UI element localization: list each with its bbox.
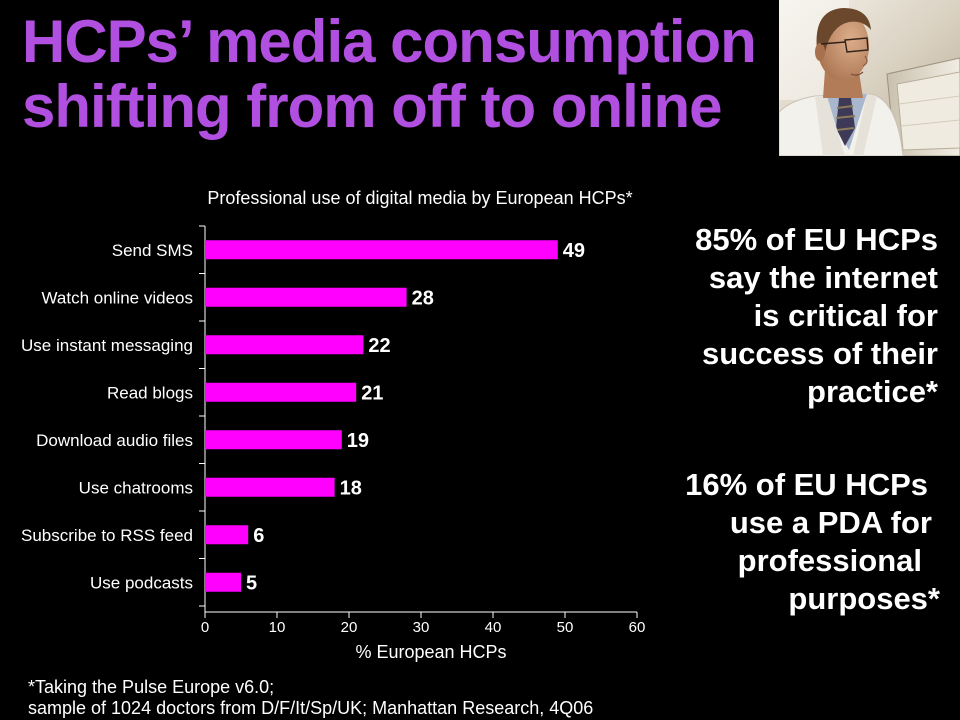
stat-internet-critical: 85% of EU HCPs say the internet is criti… — [695, 221, 938, 411]
stat-line: say the internet — [708, 260, 938, 295]
bar-send-sms — [205, 240, 558, 260]
stat-line: practice* — [807, 374, 938, 409]
bar-watch-online-videos — [205, 287, 407, 307]
bar-subscribe-to-rss-feed — [205, 525, 249, 545]
glasses — [844, 37, 869, 53]
category-label-use-podcasts: Use podcasts — [90, 573, 193, 592]
stat-line: 16% of EU HCPs — [685, 467, 928, 502]
x-axis-label: % European HCPs — [355, 642, 506, 662]
stat-line: use a PDA for — [729, 505, 932, 540]
ear — [815, 43, 825, 61]
value-label-watch-online-videos: 28 — [412, 287, 434, 309]
category-label-use-instant-messaging: Use instant messaging — [21, 336, 193, 355]
bar-use-instant-messaging — [205, 335, 364, 355]
category-label-send-sms: Send SMS — [112, 241, 193, 260]
category-label-subscribe-to-rss-feed: Subscribe to RSS feed — [21, 526, 193, 545]
chart-axes: 0 10 20 30 40 50 60 — [199, 225, 646, 636]
monitor — [886, 57, 960, 156]
value-label-send-sms: 49 — [563, 240, 585, 262]
doctor-figure — [779, 8, 904, 156]
source-footnote: *Taking the Pulse Europe v6.0; sample of… — [28, 677, 593, 719]
x-tick-label: 0 — [201, 619, 209, 636]
doctor-photo — [779, 0, 960, 156]
bar-use-podcasts — [205, 572, 241, 592]
stat-line: is critical for — [753, 298, 938, 333]
title-line-1: HCPs’ media consumption — [22, 8, 757, 75]
bar-chart: Professional use of digital media by Eur… — [21, 188, 646, 662]
value-label-use-instant-messaging: 22 — [368, 335, 390, 357]
footnote-line: sample of 1024 doctors from D/F/It/Sp/UK… — [28, 698, 594, 718]
coat-lapel-right — [853, 94, 877, 156]
slide-title: HCPs’ media consumption shifting from of… — [22, 9, 774, 139]
value-label-subscribe-to-rss-feed: 6 — [253, 525, 264, 547]
category-label-read-blogs: Read blogs — [107, 383, 193, 402]
x-tick-label: 20 — [341, 619, 358, 636]
footnote-line: *Taking the Pulse Europe v6.0; — [28, 677, 275, 697]
coat-lapel-left — [815, 96, 845, 156]
title-line-2: shifting from off to online — [22, 73, 723, 140]
x-tick-label: 50 — [557, 619, 574, 636]
x-tick-label: 40 — [485, 619, 502, 636]
stat-line: purposes* — [788, 581, 940, 616]
value-label-read-blogs: 21 — [361, 382, 383, 404]
stat-line: success of their — [701, 336, 938, 371]
value-label-use-chatrooms: 18 — [340, 477, 362, 499]
value-label-download-audio-files: 19 — [347, 430, 369, 452]
x-tick-label: 10 — [269, 619, 286, 636]
category-label-watch-online-videos: Watch online videos — [41, 288, 193, 307]
bar-read-blogs — [205, 382, 357, 402]
x-tick-label: 30 — [413, 619, 430, 636]
chart-title: Professional use of digital media by Eur… — [207, 188, 632, 208]
category-label-use-chatrooms: Use chatrooms — [79, 478, 193, 497]
category-label-download-audio-files: Download audio files — [36, 431, 193, 450]
stat-line: professional — [737, 543, 922, 578]
bar-use-chatrooms — [205, 477, 335, 497]
bar-download-audio-files — [205, 430, 342, 450]
tie — [836, 98, 855, 146]
bar-series: Send SMS 49 Watch online videos 28 Use insta… — [21, 240, 585, 595]
hair — [816, 8, 871, 52]
stat-line: 85% of EU HCPs — [695, 222, 938, 257]
x-tick-label: 60 — [629, 619, 646, 636]
stat-pda-use: 16% of EU HCPs use a PDA for professiona… — [685, 466, 940, 618]
value-label-use-podcasts: 5 — [246, 572, 257, 594]
